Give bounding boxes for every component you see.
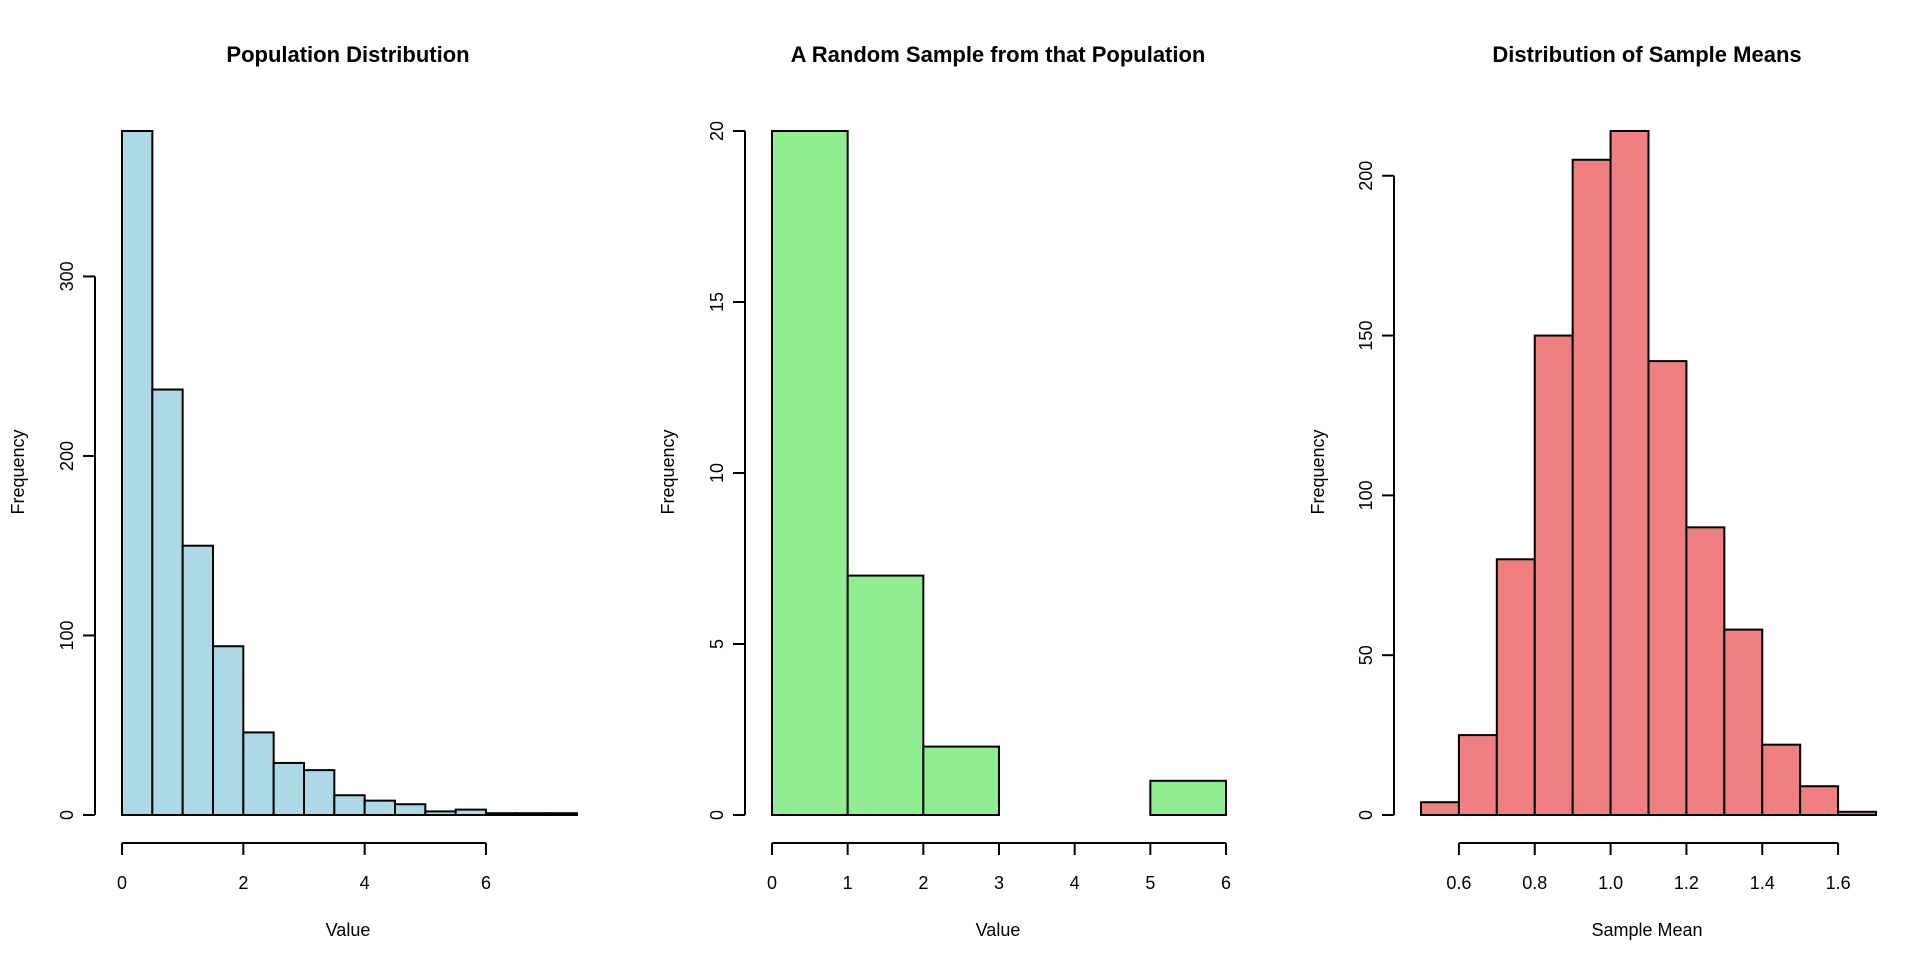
histogram-bar	[363, 799, 396, 817]
panel-title: Distribution of Sample Means	[1492, 42, 1801, 67]
x-tick-label: 5	[1145, 873, 1155, 893]
y-axis: 0 5 10 15 20	[707, 121, 746, 820]
bars	[1420, 130, 1878, 817]
y-tick-label: 0	[57, 810, 77, 820]
histogram-bar	[1799, 785, 1840, 816]
histogram-bar	[1685, 526, 1726, 816]
y-tick-label: 100	[57, 620, 77, 650]
x-axis: 0.6 0.8 1.0 1.2 1.4 1.6	[1446, 842, 1851, 893]
x-tick-label: 1	[843, 873, 853, 893]
histogram-bar	[1837, 810, 1878, 816]
x-tick-label: 3	[994, 873, 1004, 893]
x-tick-label: 1.4	[1750, 873, 1775, 893]
x-tick-label: 1.0	[1598, 873, 1623, 893]
histogram-bar	[1149, 779, 1228, 816]
panel-sample: A Random Sample from that Population Val…	[658, 42, 1231, 940]
histogram-bar	[394, 803, 427, 816]
histogram-bar	[1571, 158, 1612, 816]
x-axis: 0 1 2 3 4 5 6	[767, 842, 1231, 893]
histogram-bar	[212, 645, 245, 816]
x-tick-label: 1.6	[1826, 873, 1851, 893]
histogram-bar	[1457, 734, 1498, 816]
panel-population: Population Distribution Value Frequency …	[8, 42, 579, 940]
x-tick-label: 6	[481, 873, 491, 893]
histogram-bar	[181, 544, 215, 817]
y-axis-label: Frequency	[658, 429, 678, 514]
y-tick-label: 5	[707, 639, 727, 649]
y-tick-label: 50	[1356, 645, 1376, 665]
histogram-bar	[545, 812, 579, 816]
x-tick-label: 0	[767, 873, 777, 893]
histogram-bar	[1420, 801, 1460, 817]
y-tick-label: 10	[707, 463, 727, 483]
histogram-bar	[922, 745, 1000, 816]
y-axis: 0 50 100 150 200	[1356, 161, 1395, 820]
histogram-bar	[1723, 628, 1764, 816]
x-tick-label: 4	[1070, 873, 1080, 893]
x-tick-label: 0.6	[1446, 873, 1471, 893]
histogram-bar	[1495, 558, 1536, 816]
x-tick-label: 0.8	[1522, 873, 1547, 893]
y-tick-label: 200	[1356, 161, 1376, 191]
histogram-bar	[515, 812, 548, 816]
x-tick-label: 2	[918, 873, 928, 893]
panel-title: Population Distribution	[226, 42, 469, 67]
x-axis: 0 2 4 6	[117, 842, 491, 893]
x-tick-label: 6	[1221, 873, 1231, 893]
panel-sample-means: Distribution of Sample Means Sample Mean…	[1308, 42, 1878, 940]
x-tick-label: 1.2	[1674, 873, 1699, 893]
histogram-bar	[121, 130, 154, 816]
histogram-bar	[1533, 334, 1574, 816]
panel-title: A Random Sample from that Population	[791, 42, 1206, 67]
x-tick-label: 0	[117, 873, 127, 893]
histogram-bar	[333, 794, 366, 816]
x-tick-label: 2	[238, 873, 248, 893]
histogram-bar	[303, 769, 336, 816]
y-axis-label: Frequency	[1308, 429, 1328, 514]
histogram-bar	[1609, 130, 1650, 816]
histogram-bar	[151, 388, 184, 816]
y-axis: 0 100 200 300	[57, 261, 96, 820]
x-tick-label: 4	[360, 873, 370, 893]
y-axis-label: Frequency	[8, 429, 28, 514]
histogram-bar	[424, 810, 457, 816]
y-tick-label: 200	[57, 441, 77, 471]
bars	[121, 130, 579, 817]
histogram-bar	[1761, 743, 1802, 817]
y-tick-label: 100	[1356, 480, 1376, 510]
y-tick-label: 15	[707, 292, 727, 312]
histogram-bar	[454, 808, 487, 817]
y-tick-label: 150	[1356, 321, 1376, 351]
y-tick-label: 0	[1356, 810, 1376, 820]
y-tick-label: 0	[707, 810, 727, 820]
y-tick-label: 300	[57, 261, 77, 291]
x-axis-label: Sample Mean	[1591, 920, 1702, 940]
y-tick-label: 20	[707, 121, 727, 141]
bars	[771, 130, 1228, 816]
histogram-bar	[1647, 360, 1688, 816]
histogram-bar	[272, 761, 305, 817]
histogram-bar	[485, 812, 518, 816]
x-axis-label: Value	[326, 920, 371, 940]
x-axis-label: Value	[976, 920, 1021, 940]
histogram-bar	[846, 574, 925, 816]
histogram-bar	[242, 731, 275, 816]
histogram-bar	[771, 130, 849, 816]
